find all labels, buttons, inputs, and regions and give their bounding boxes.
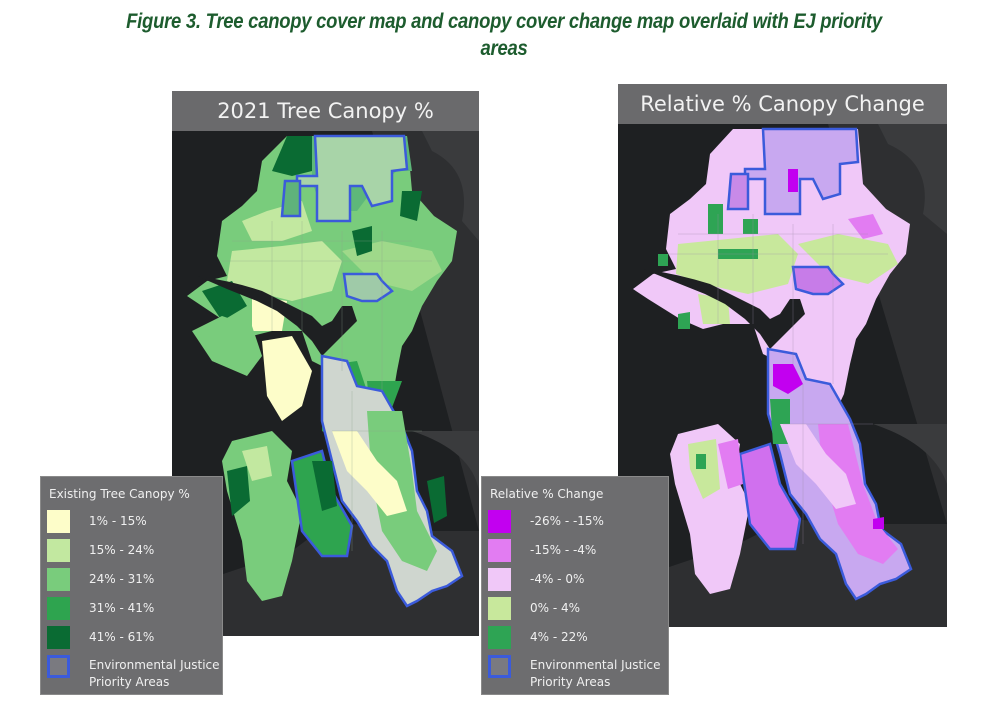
legend-label: 15% - 24% bbox=[89, 543, 155, 557]
legend-label: -4% - 0% bbox=[530, 572, 585, 586]
ej-priority-area-icon bbox=[47, 655, 70, 678]
legend-label: 4% - 22% bbox=[530, 630, 588, 644]
legend-item: 4% - 22% bbox=[488, 626, 663, 650]
legend-swatch bbox=[488, 626, 511, 649]
legend-label: 31% - 41% bbox=[89, 601, 155, 615]
legend-swatch bbox=[47, 626, 70, 649]
legend-swatch bbox=[488, 510, 511, 533]
legend-item: -15% - -4% bbox=[488, 539, 663, 563]
figure-caption: Figure 3. Tree canopy cover map and cano… bbox=[60, 8, 947, 62]
legend-item-ej: Environmental Justice Priority Areas bbox=[488, 655, 663, 691]
legend-item-ej: Environmental Justice Priority Areas bbox=[47, 655, 222, 691]
legend-title: Relative % Change bbox=[490, 487, 604, 501]
legend-label: 1% - 15% bbox=[89, 514, 147, 528]
legend-item: 0% - 4% bbox=[488, 597, 663, 621]
legend-label: 41% - 61% bbox=[89, 630, 155, 644]
legend-item: 24% - 31% bbox=[47, 568, 222, 592]
canopy-change-legend: Relative % Change -26% - -15% -15% - -4%… bbox=[481, 476, 669, 695]
legend-label: Environmental Justice Priority Areas bbox=[89, 658, 220, 689]
legend-swatch bbox=[488, 539, 511, 562]
figure-caption-line2: areas bbox=[480, 37, 528, 60]
ej-priority-area-icon bbox=[488, 655, 511, 678]
legend-title: Existing Tree Canopy % bbox=[49, 487, 190, 501]
legend-label: 0% - 4% bbox=[530, 601, 581, 615]
legend-swatch bbox=[47, 568, 70, 591]
tree-canopy-legend: Existing Tree Canopy % 1% - 15% 15% - 24… bbox=[40, 476, 223, 695]
legend-item: 41% - 61% bbox=[47, 626, 222, 650]
canopy-change-map-title: Relative % Canopy Change bbox=[618, 84, 947, 124]
legend-label: -26% - -15% bbox=[530, 514, 604, 528]
legend-item: -4% - 0% bbox=[488, 568, 663, 592]
tree-canopy-map-panel: 2021 Tree Canopy % bbox=[172, 91, 479, 636]
legend-item: -26% - -15% bbox=[488, 510, 663, 534]
legend-label: Environmental Justice Priority Areas bbox=[530, 658, 661, 689]
tree-canopy-map-title: 2021 Tree Canopy % bbox=[172, 91, 479, 131]
legend-swatch bbox=[47, 539, 70, 562]
figure-caption-line1: Figure 3. Tree canopy cover map and cano… bbox=[126, 10, 882, 33]
legend-item: 15% - 24% bbox=[47, 539, 222, 563]
legend-item: 1% - 15% bbox=[47, 510, 222, 534]
legend-swatch bbox=[47, 597, 70, 620]
legend-swatch bbox=[47, 510, 70, 533]
legend-swatch bbox=[488, 597, 511, 620]
legend-swatch bbox=[488, 568, 511, 591]
legend-item: 31% - 41% bbox=[47, 597, 222, 621]
legend-label: -15% - -4% bbox=[530, 543, 597, 557]
legend-label: 24% - 31% bbox=[89, 572, 155, 586]
